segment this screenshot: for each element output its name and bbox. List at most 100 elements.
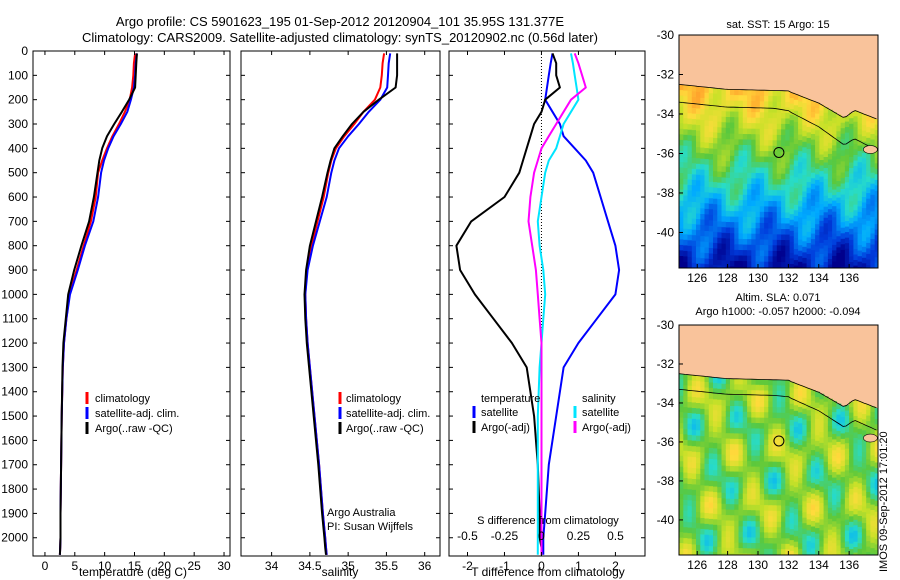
grid-cell — [730, 542, 735, 549]
grid-cell — [696, 97, 701, 104]
grid-cell — [870, 244, 876, 251]
grid-cell — [730, 260, 735, 267]
grid-cell — [679, 90, 684, 97]
grid-cell — [691, 257, 697, 264]
grid-cell — [793, 399, 799, 406]
grid-cell — [840, 216, 846, 223]
grid-cell — [747, 183, 752, 190]
grid-cell — [844, 530, 850, 537]
grid-cell — [781, 107, 786, 114]
grid-cell — [738, 466, 744, 473]
x-tick-label: 34 — [265, 559, 279, 573]
grid-cell — [738, 111, 744, 118]
grid-cell — [764, 223, 769, 230]
grid-cell — [713, 393, 718, 400]
grid-cell — [755, 255, 761, 262]
grid-cell — [806, 149, 812, 156]
grid-cell — [713, 137, 718, 144]
grid-cell — [704, 382, 710, 389]
grid-cell — [751, 101, 757, 108]
map-y-tick-label: -30 — [657, 318, 675, 332]
grid-cell — [798, 206, 803, 213]
grid-cell — [764, 234, 769, 241]
y-tick-label: 100 — [8, 68, 28, 82]
grid-cell — [802, 208, 808, 215]
grid-cell — [742, 428, 748, 435]
grid-cell — [844, 210, 850, 217]
grid-cell — [870, 428, 876, 435]
grid-cell — [772, 134, 778, 141]
grid-cell — [853, 448, 859, 455]
grid-cell — [832, 128, 837, 135]
salinity-difference-ticks: -0.5 -0.25 0 0.25 0.5 — [457, 529, 624, 543]
grid-cell — [849, 140, 854, 147]
grid-cell — [717, 177, 723, 184]
top-tick-label: -0.5 — [457, 529, 478, 543]
grid-cell — [742, 384, 748, 391]
grid-cell — [866, 497, 872, 504]
grid-cell — [819, 541, 825, 548]
grid-cell — [827, 198, 833, 205]
grid-cell — [874, 478, 878, 485]
grid-cell — [679, 167, 684, 174]
grid-cell — [764, 390, 769, 397]
grid-cell — [730, 266, 735, 268]
grid-cell — [717, 171, 723, 178]
grid-cell — [687, 124, 693, 131]
grid-cell — [815, 251, 820, 258]
grid-cell — [764, 456, 769, 463]
grid-cell — [683, 538, 689, 545]
grid-cell — [870, 200, 876, 207]
grid-cell — [764, 477, 769, 484]
grid-cell — [836, 480, 842, 487]
grid-cell — [866, 242, 872, 249]
grid-cell — [861, 474, 867, 481]
grid-cell — [704, 453, 710, 460]
grid-cell — [823, 445, 829, 452]
grid-cell — [857, 129, 863, 136]
grid-cell — [798, 195, 803, 202]
grid-cell — [870, 167, 876, 174]
grid-cell — [866, 121, 872, 128]
grid-cell — [742, 228, 748, 235]
grid-cell — [819, 110, 825, 117]
grid-cell — [691, 440, 697, 447]
grid-cell — [721, 171, 727, 178]
grid-cell — [687, 262, 693, 268]
grid-cell — [853, 149, 859, 156]
grid-cell — [713, 519, 718, 526]
grid-cell — [866, 558, 871, 564]
grid-cell — [725, 255, 731, 262]
grid-cell — [793, 171, 799, 178]
grid-cell — [798, 560, 803, 566]
grid-cell — [840, 498, 846, 505]
grid-cell — [789, 447, 795, 454]
grid-cell — [810, 150, 816, 157]
grid-cell — [776, 527, 782, 534]
grid-cell — [708, 104, 714, 111]
grid-cell — [721, 238, 727, 245]
grid-cell — [857, 211, 863, 218]
grid-cell — [755, 173, 761, 180]
grid-cell — [683, 212, 689, 219]
grid-cell — [827, 436, 833, 443]
grid-cell — [734, 100, 740, 107]
grid-cell — [853, 127, 859, 134]
grid-cell — [691, 375, 697, 382]
grid-cell — [802, 403, 808, 410]
grid-cell — [691, 196, 697, 203]
grid-cell — [713, 259, 718, 266]
grid-cell — [768, 107, 774, 114]
grid-cell — [849, 256, 854, 263]
grid-cell — [683, 456, 689, 463]
grid-cell — [768, 167, 774, 174]
grid-cell — [755, 239, 761, 246]
grid-cell — [861, 452, 867, 459]
grid-cell — [793, 127, 799, 134]
grid-cell — [704, 87, 710, 94]
map-x-tick-label: 130 — [748, 271, 768, 285]
grid-cell — [815, 124, 820, 131]
grid-cell — [781, 96, 786, 103]
grid-cell — [802, 512, 808, 519]
grid-cell — [798, 173, 803, 180]
